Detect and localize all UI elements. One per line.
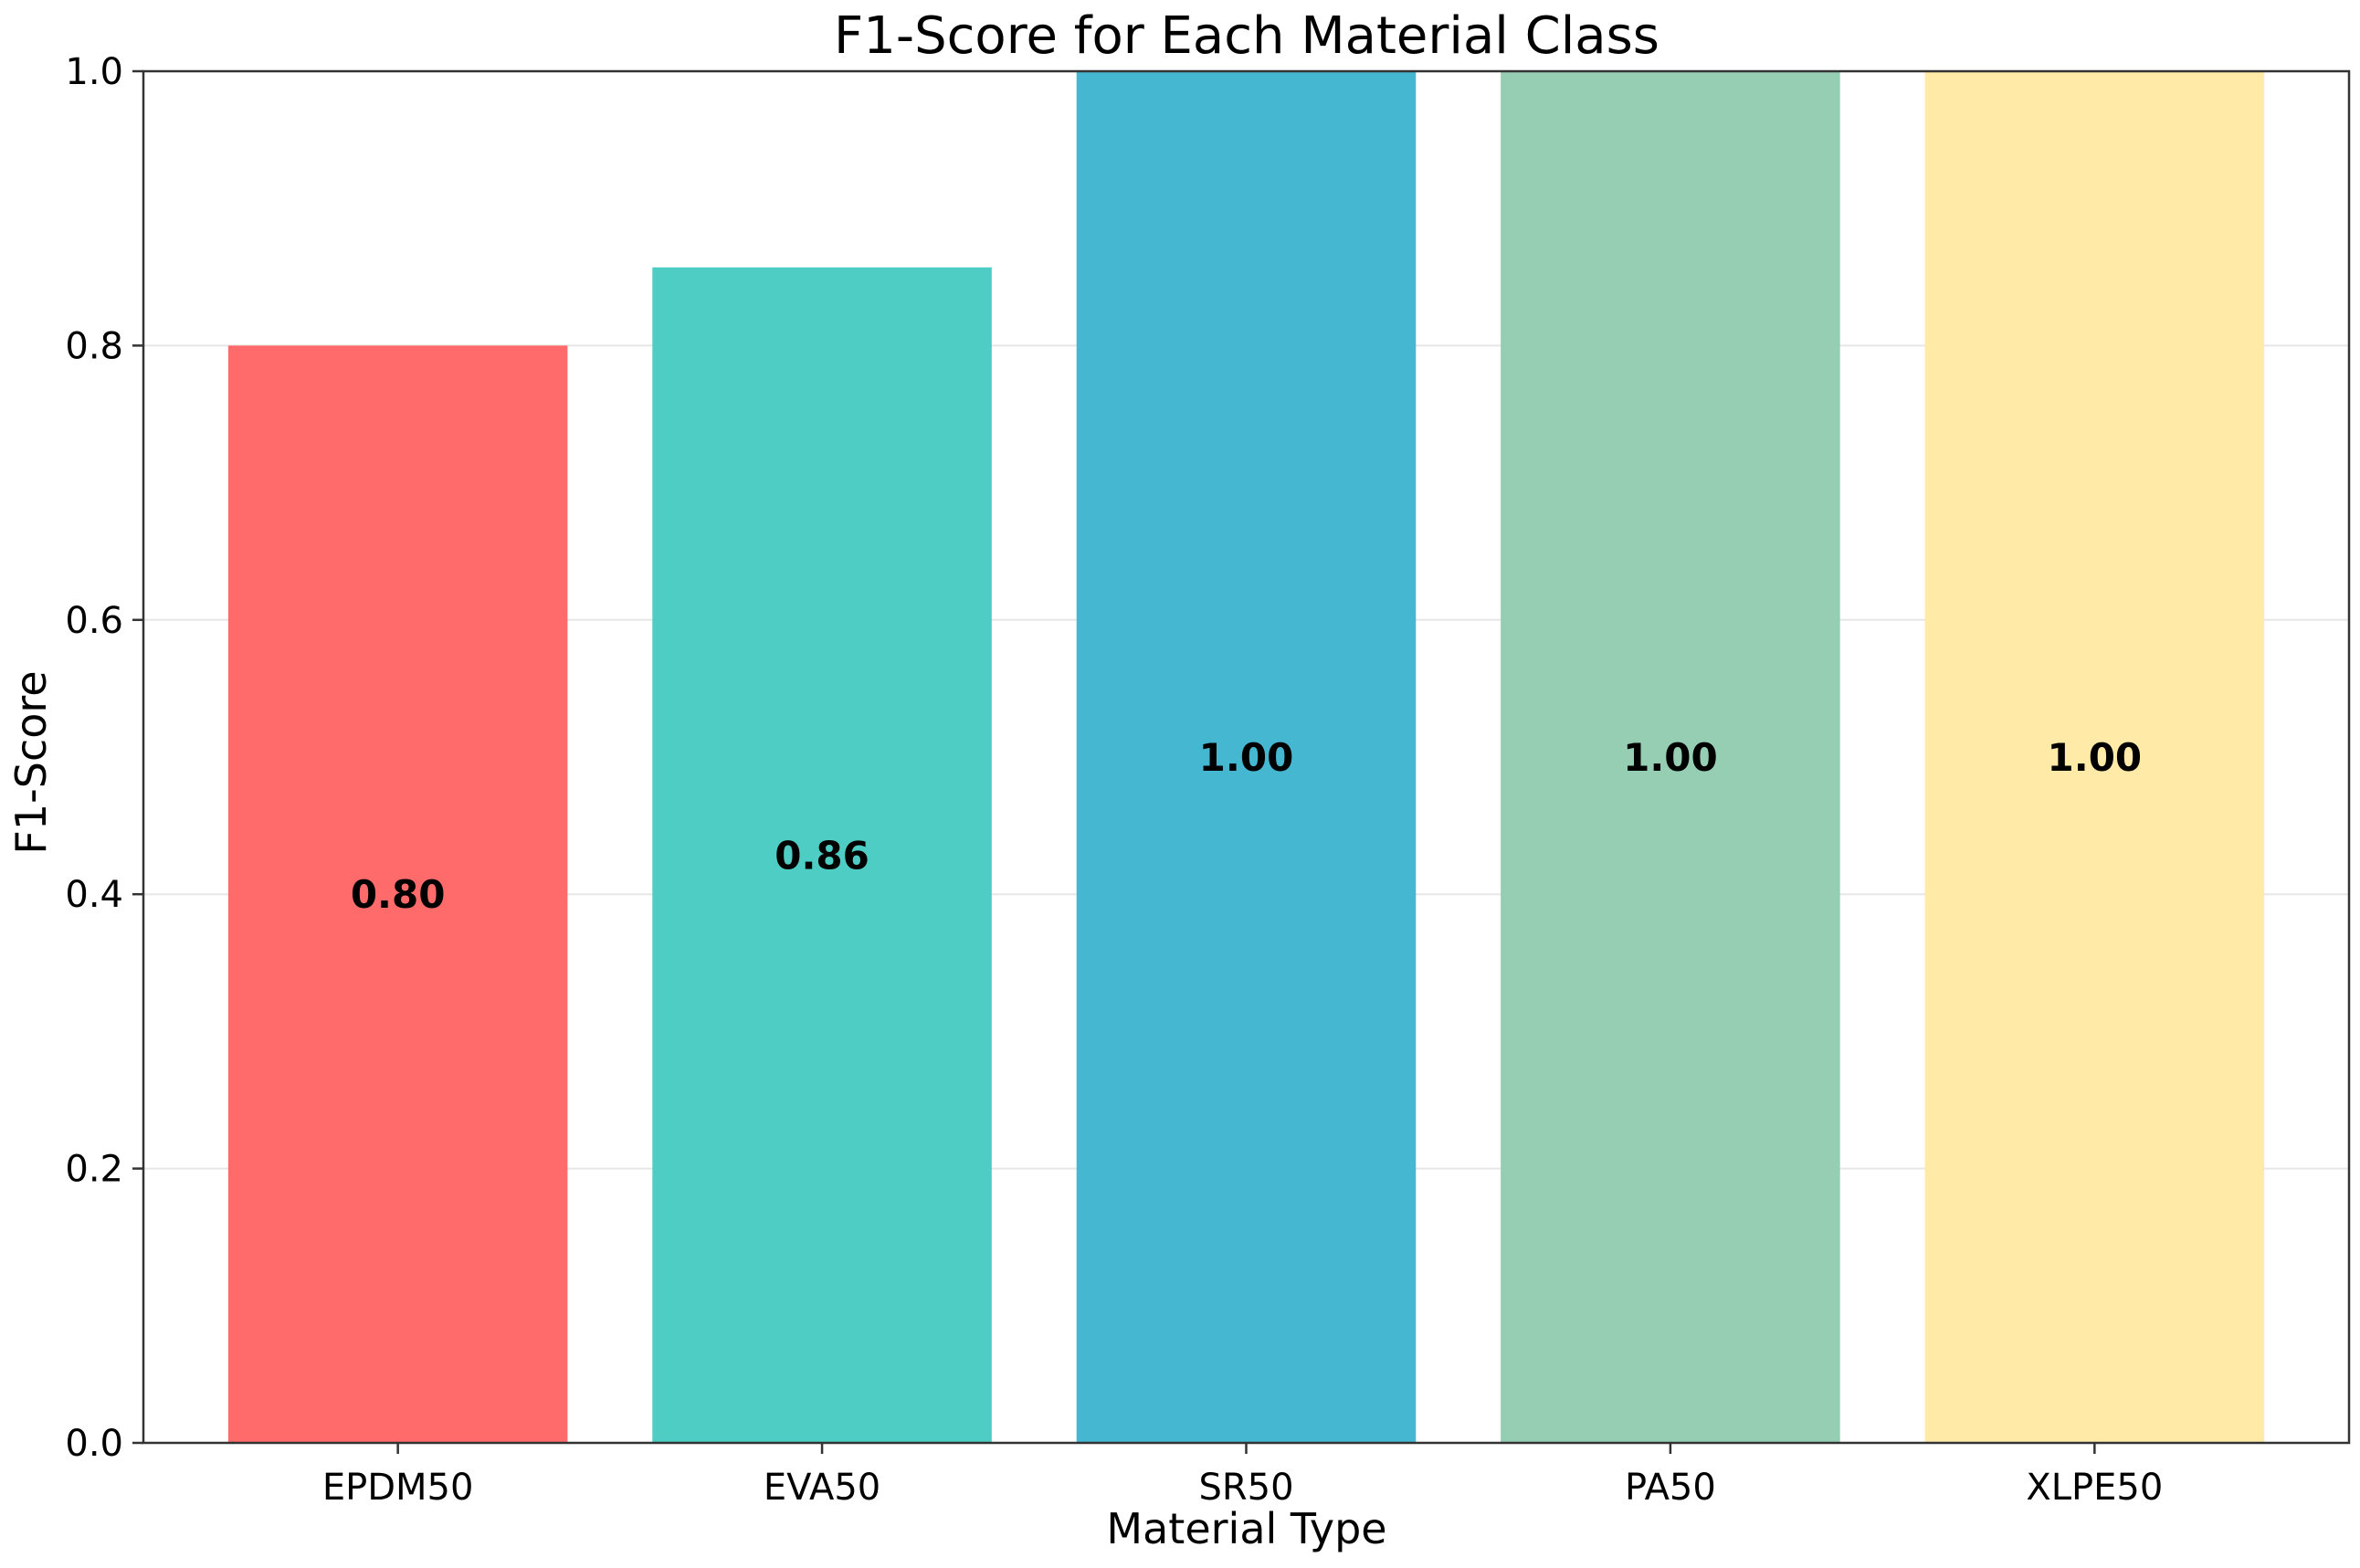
bar-pa50 <box>1501 71 1840 1443</box>
data-labels: 0.80 0.86 1.00 1.00 1.00 <box>351 735 2142 917</box>
y-tick-label: 0.2 <box>65 1149 123 1191</box>
data-label-eva50: 0.86 <box>774 833 869 878</box>
x-axis-ticks: EPDM50 EVA50 SR50 PA50 XLPE50 <box>322 1443 2163 1509</box>
y-tick-label: 1.0 <box>65 51 123 93</box>
bar-eva50 <box>652 267 992 1443</box>
x-tick-label: EPDM50 <box>322 1467 474 1509</box>
x-axis-label: Material Type <box>1106 1504 1386 1553</box>
y-axis-label: F1-Score <box>6 670 56 854</box>
x-tick-label: XLPE50 <box>2026 1467 2163 1509</box>
y-axis-ticks: 0.0 0.2 0.4 0.6 0.8 1.0 <box>65 51 143 1465</box>
chart-title: F1-Score for Each Material Class <box>834 6 1659 66</box>
data-label-sr50: 1.00 <box>1199 735 1294 780</box>
y-tick-label: 0.0 <box>65 1423 123 1465</box>
y-tick-label: 0.6 <box>65 600 123 642</box>
bars <box>227 71 2265 1443</box>
data-label-pa50: 1.00 <box>1623 735 1718 780</box>
data-label-xlpe50: 1.00 <box>2048 735 2143 780</box>
y-tick-label: 0.8 <box>65 325 123 367</box>
y-tick-label: 0.4 <box>65 874 123 916</box>
bar-epdm50 <box>227 345 568 1443</box>
x-tick-label: EVA50 <box>764 1467 880 1509</box>
data-label-epdm50: 0.80 <box>351 872 446 917</box>
bar-sr50 <box>1076 71 1417 1443</box>
x-tick-label: PA50 <box>1625 1467 1716 1509</box>
bar-xlpe50 <box>1924 71 2265 1443</box>
x-tick-label: SR50 <box>1198 1467 1293 1509</box>
